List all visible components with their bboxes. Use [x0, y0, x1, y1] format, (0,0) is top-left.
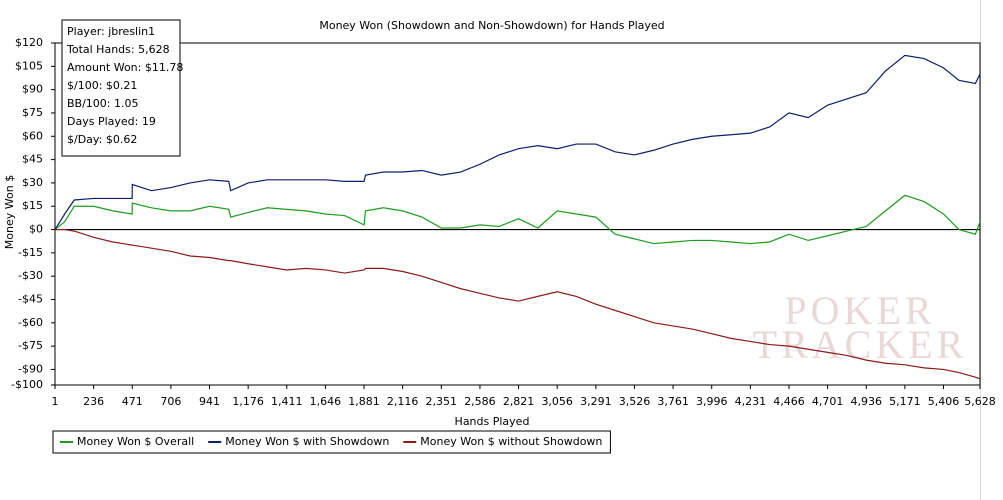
x-tick-label: 2,586 — [464, 395, 496, 408]
y-tick-label: $15 — [22, 199, 43, 212]
legend-label: Money Won $ without Showdown — [420, 435, 602, 448]
y-axis-label: Money Won $ — [3, 175, 16, 249]
info-text: Amount Won: $11.78 — [67, 61, 183, 74]
y-tick-label: -$90 — [18, 362, 43, 375]
y-tick-label: $75 — [22, 106, 43, 119]
x-tick-label: 5,171 — [889, 395, 921, 408]
x-tick-label: 1,881 — [348, 395, 380, 408]
x-tick-label: 4,231 — [735, 395, 767, 408]
y-tick-label: $90 — [22, 83, 43, 96]
x-tick-label: 236 — [83, 395, 104, 408]
x-tick-label: 1,411 — [271, 395, 303, 408]
series-line — [54, 54, 981, 230]
y-tick-label: -$45 — [18, 293, 43, 306]
info-text: Player: jbreslin1 — [67, 25, 155, 38]
y-tick-label: -$60 — [18, 316, 43, 329]
y-tick-label: -$15 — [18, 246, 43, 259]
info-text: BB/100: 1.05 — [67, 97, 139, 110]
x-tick-label: 471 — [122, 395, 143, 408]
info-text: $/Day: $0.62 — [67, 133, 137, 146]
x-tick-label: 3,526 — [619, 395, 651, 408]
y-tick-label: $60 — [22, 129, 43, 142]
x-tick-label: 2,116 — [387, 395, 419, 408]
y-tick-label: $0 — [29, 223, 43, 236]
x-tick-label: 1,646 — [310, 395, 342, 408]
plot-frame — [54, 42, 981, 386]
x-tick-label: 2,821 — [503, 395, 535, 408]
y-tick-label: -$100 — [11, 378, 43, 391]
legend-label: Money Won $ with Showdown — [225, 435, 389, 448]
y-tick-label: -$30 — [18, 269, 43, 282]
x-tick-label: 4,936 — [850, 395, 882, 408]
y-tick-label: $45 — [22, 153, 43, 166]
series-line — [54, 194, 981, 245]
x-tick-label: 1,176 — [232, 395, 264, 408]
info-text: $/100: $0.21 — [67, 79, 137, 92]
chart-title: Money Won (Showdown and Non-Showdown) fo… — [319, 19, 664, 32]
series-line — [55, 228, 981, 380]
x-tick-label: 4,701 — [812, 395, 844, 408]
y-tick-label: $105 — [15, 59, 43, 72]
x-tick-label: 706 — [160, 395, 181, 408]
y-tick-label: -$75 — [18, 339, 43, 352]
x-axis-label: Hands Played — [455, 415, 530, 428]
watermark-text: POKER — [784, 288, 935, 333]
y-tick-label: $30 — [22, 176, 43, 189]
x-tick-label: 5,406 — [928, 395, 960, 408]
x-tick-label: 4,466 — [773, 395, 805, 408]
info-box — [61, 19, 181, 157]
x-tick-label: 941 — [199, 395, 220, 408]
x-tick-label: 3,056 — [541, 395, 573, 408]
x-tick-label: 3,291 — [580, 395, 612, 408]
watermark-text: TRACKER — [753, 322, 968, 367]
info-text: Total Hands: 5,628 — [66, 43, 170, 56]
x-tick-label: 5,628 — [964, 395, 996, 408]
info-text: Days Played: 19 — [67, 115, 156, 128]
legend-label: Money Won $ Overall — [77, 435, 194, 448]
x-tick-label: 2,351 — [426, 395, 458, 408]
x-tick-label: 3,996 — [696, 395, 728, 408]
x-tick-label: 3,761 — [657, 395, 689, 408]
y-tick-label: $120 — [15, 36, 43, 49]
legend-box — [52, 430, 611, 454]
x-tick-label: 1 — [52, 395, 59, 408]
